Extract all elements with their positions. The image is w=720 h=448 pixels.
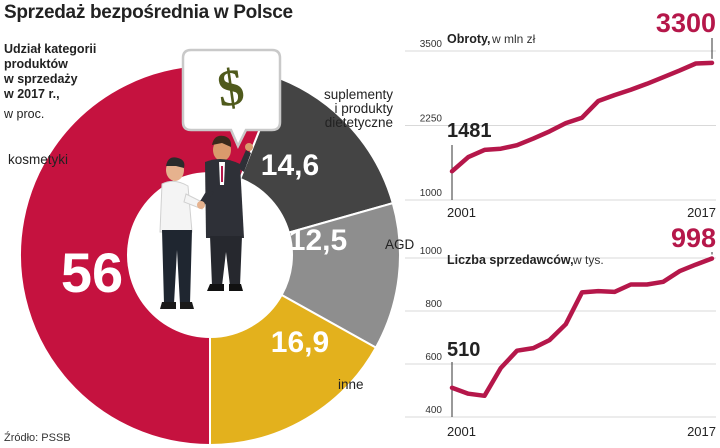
- x-tick-label: 2017: [687, 205, 716, 220]
- y-tick-label: 3500: [420, 39, 443, 50]
- y-tick-label: 600: [425, 352, 442, 363]
- donut-value-label: 12,5: [289, 224, 347, 257]
- donut-category-label: i produkty: [334, 101, 393, 116]
- y-tick-label: 2250: [420, 113, 443, 124]
- donut-category-label: AGD: [385, 237, 415, 252]
- line-chart-subtitle: w mln zł: [491, 32, 536, 46]
- x-tick-label: 2017: [687, 424, 716, 439]
- donut-category-label: inne: [338, 377, 364, 392]
- donut-title-line: Udział kategorii: [4, 42, 97, 56]
- donut-title-line: w 2017 r.,: [4, 87, 60, 101]
- start-value-label: 510: [447, 339, 480, 361]
- donut-title-line: produktów: [4, 57, 68, 71]
- donut-category-label: suplementy: [324, 87, 393, 102]
- y-tick-label: 1000: [420, 188, 443, 199]
- line-chart-subtitle: w tys.: [572, 253, 604, 267]
- donut-value-label: 56: [61, 241, 123, 304]
- donut-value-label: 14,6: [261, 149, 319, 182]
- line-chart-title: Obroty,: [447, 32, 491, 46]
- line-chart-title: Liczba sprzedawców,: [447, 253, 574, 267]
- page-title: Sprzedaż bezpośrednia w Polsce: [4, 2, 293, 23]
- revenue-line-chart: 1000 2250 3500 Obroty, w mln zł 1481 3300 2001 2…: [405, 8, 716, 220]
- y-tick-label: 800: [425, 299, 442, 310]
- y-tick-label: 400: [425, 405, 442, 416]
- end-value-label: 998: [671, 223, 716, 253]
- donut-category-label: kosmetyki: [8, 152, 68, 167]
- end-value-label: 3300: [656, 8, 716, 38]
- x-tick-label: 2001: [447, 205, 476, 220]
- donut-category-label: dietetyczne: [325, 115, 393, 130]
- start-value-label: 1481: [447, 120, 492, 142]
- series-line: [449, 256, 715, 399]
- sellers-line-chart: 400 600 800 1000 Liczba sprzedawców, w tys. 51…: [405, 223, 716, 439]
- donut-title: Udział kategorii produktów w sprzedaży w…: [4, 42, 134, 102]
- source-note: Źródło: PSSB: [4, 432, 71, 444]
- x-tick-label: 2001: [447, 424, 476, 439]
- donut-subtitle: w proc.: [4, 107, 45, 121]
- donut-title-line: w sprzedaży: [4, 72, 78, 86]
- donut-value-label: 16,9: [271, 326, 329, 359]
- dollar-sign-icon: $: [181, 48, 282, 149]
- y-tick-label: 1000: [420, 246, 443, 257]
- donut-slice: [209, 293, 378, 447]
- handshake-people-icon: [159, 135, 253, 309]
- series-line: [449, 60, 715, 174]
